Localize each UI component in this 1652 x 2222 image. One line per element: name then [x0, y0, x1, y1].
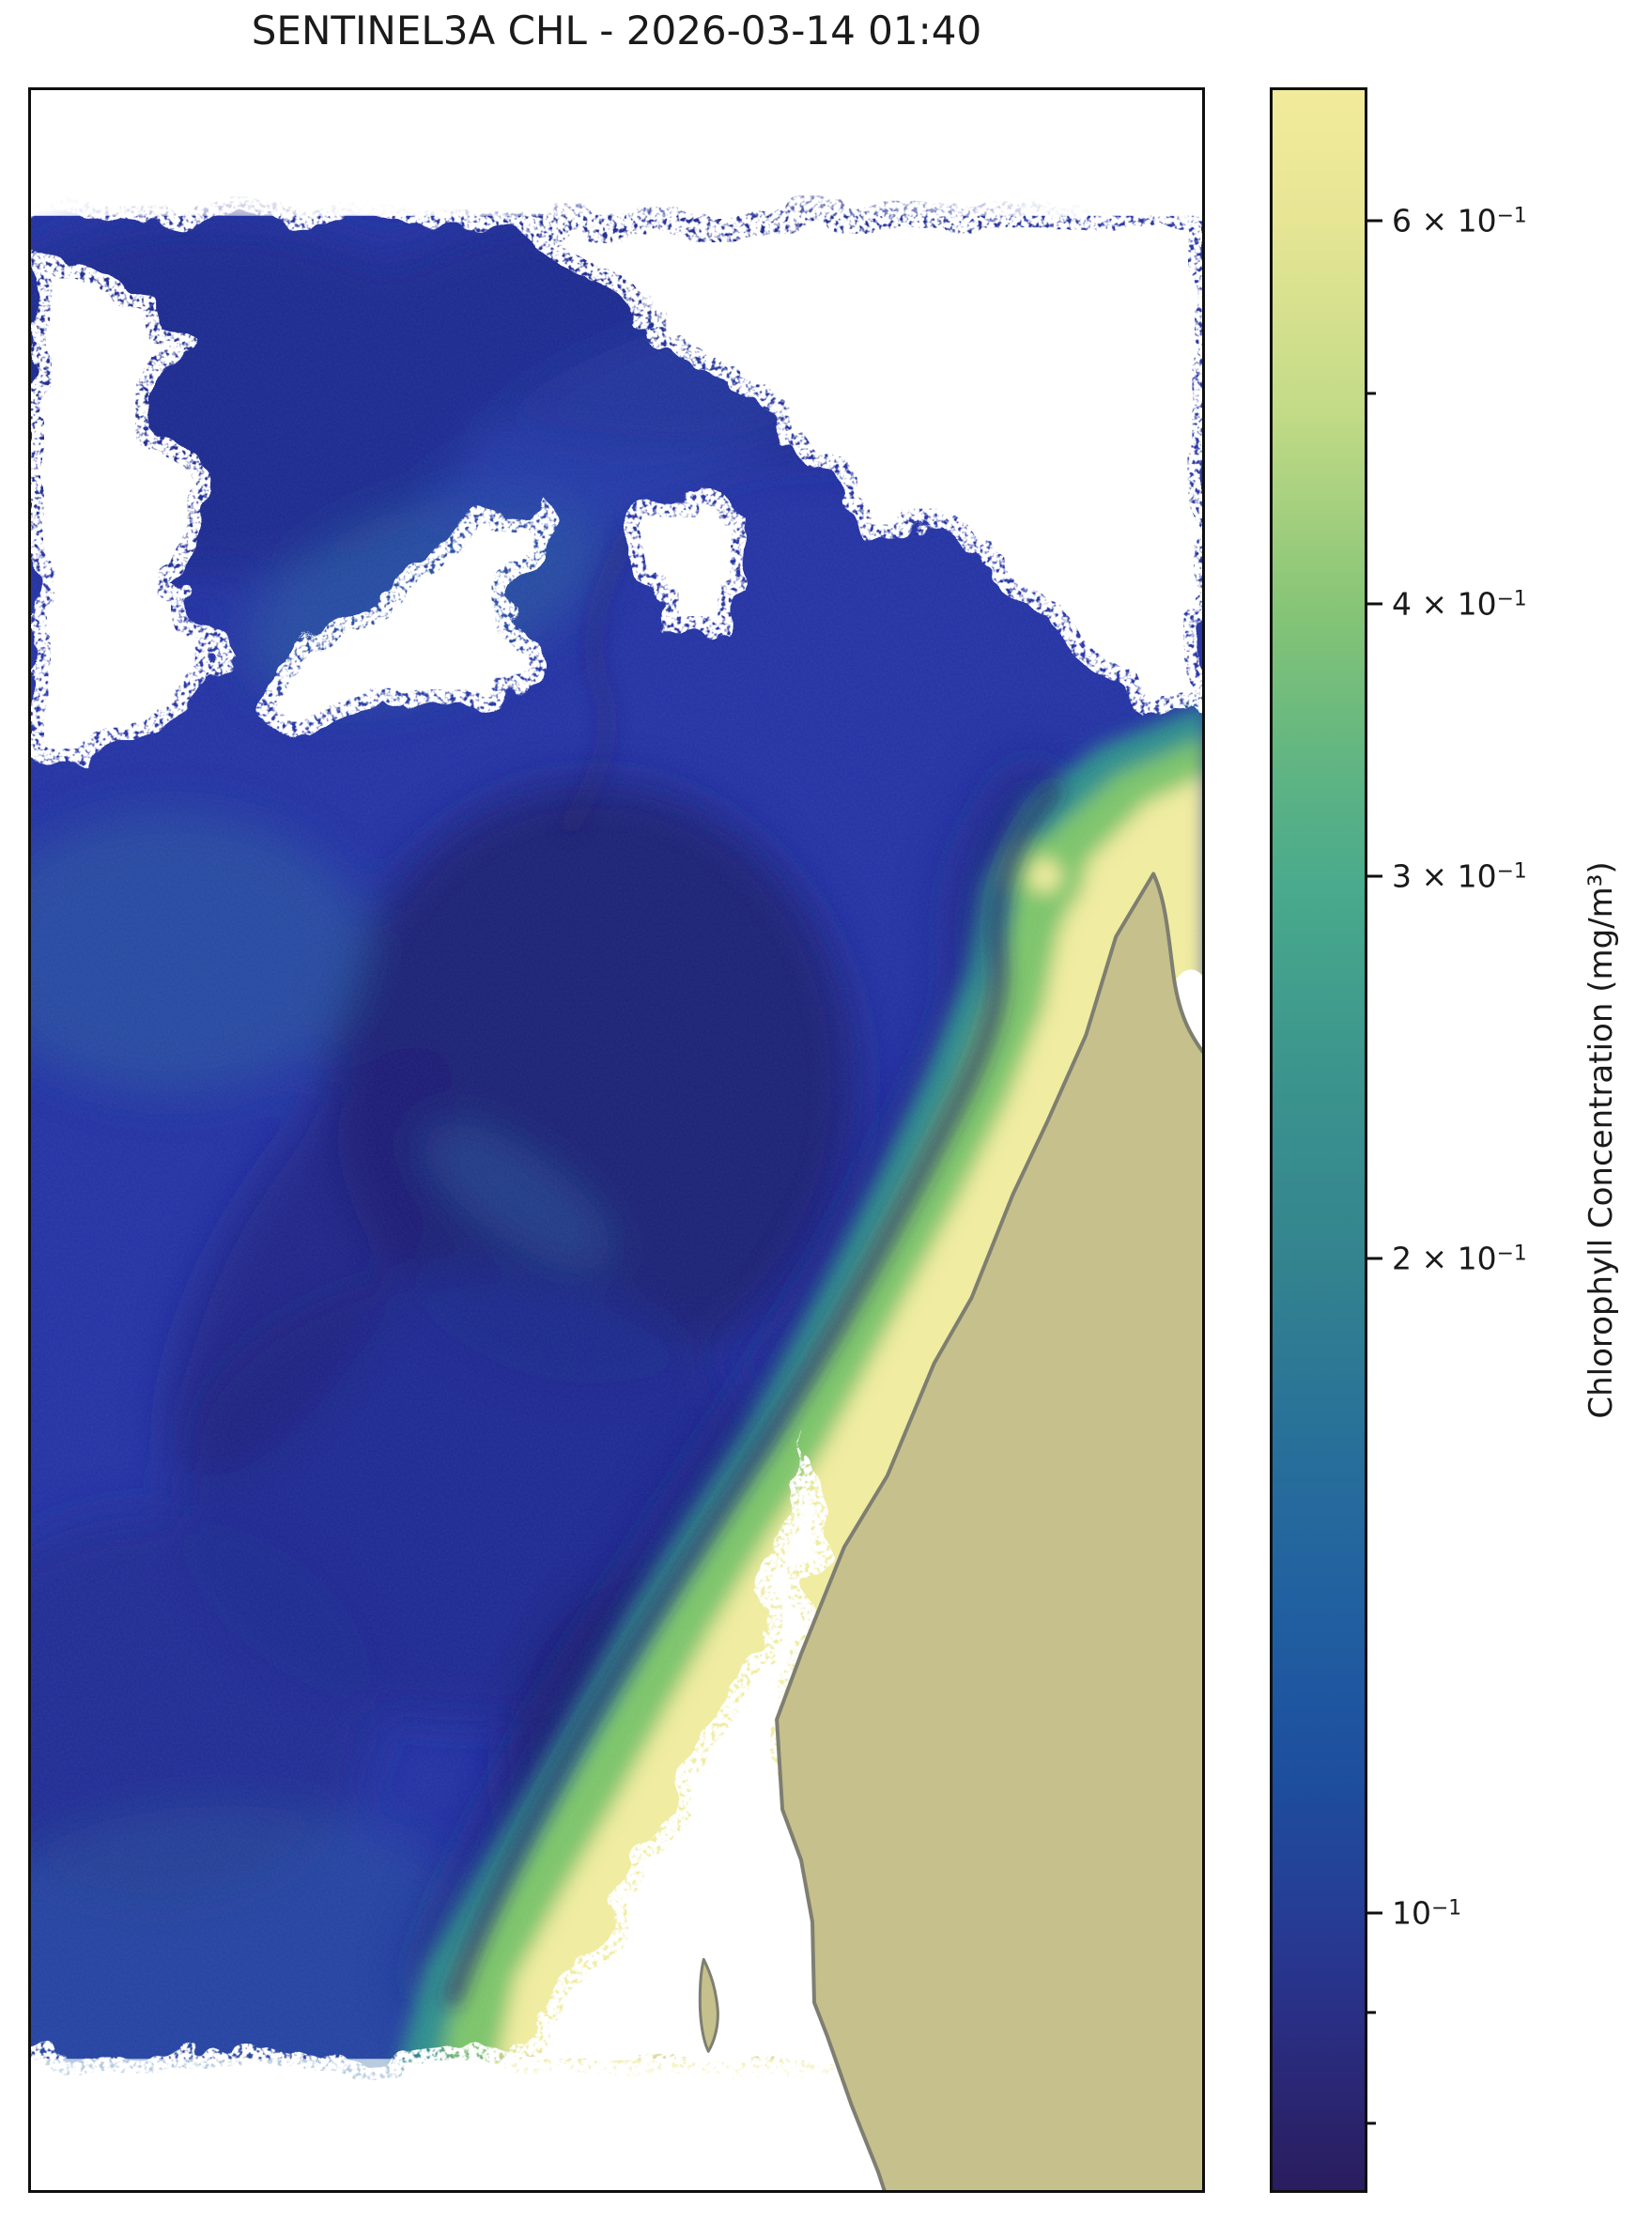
colorbar-tick-0.1: 10−1: [1367, 1895, 1461, 1932]
map-axes: [28, 87, 1205, 2193]
colorbar-tick-0.08: [1367, 2122, 1385, 2125]
cloud-upper-left: [31, 249, 228, 765]
chlorophyll-map: [31, 90, 1202, 2190]
colorbar-tick-0.6: 6 × 10−1: [1367, 202, 1527, 239]
tick-mark: [1367, 602, 1382, 606]
cloud-upper-right: [503, 216, 1202, 713]
tick-label: 3 × 10−1: [1392, 857, 1527, 895]
colorbar-axis-label: Chlorophyll Concentration (mg/m³): [1583, 861, 1620, 1419]
colorbar-tick-0.4: 4 × 10−1: [1367, 585, 1527, 622]
colorbar-tick-0.09: [1367, 2011, 1385, 2014]
cloud-bottom-wedge: [499, 1428, 889, 2074]
colorbar-tick-0.5: [1367, 392, 1385, 395]
tick-mark: [1367, 1911, 1382, 1915]
offshore-island: [698, 1957, 719, 2053]
tick-label: 6 × 10−1: [1392, 202, 1527, 239]
tick-label: 4 × 10−1: [1392, 585, 1527, 623]
tick-mark: [1367, 2122, 1376, 2125]
nodata-top-band: [31, 90, 1202, 222]
cloud-small-center: [635, 488, 753, 634]
tick-mark: [1367, 874, 1382, 878]
cloud-central-hook: [265, 493, 547, 742]
colorbar-tick-0.2: 2 × 10−1: [1367, 1241, 1527, 1277]
tick-mark: [1367, 2011, 1376, 2014]
cloud-nodata-regions: [31, 90, 1202, 2190]
tick-label: 2 × 10−1: [1392, 1240, 1527, 1277]
tick-mark: [1367, 392, 1376, 395]
tick-mark: [1367, 219, 1382, 223]
plot-title: SENTINEL3A CHL - 2026-03-14 01:40: [251, 8, 982, 54]
tick-mark: [1367, 1257, 1382, 1260]
colorbar: [1270, 87, 1367, 2193]
tick-label: 10−1: [1392, 1894, 1462, 1932]
colorbar-gradient: [1273, 90, 1365, 2190]
colorbar-tick-0.3: 3 × 10−1: [1367, 858, 1527, 895]
landmass: [775, 872, 1202, 2190]
